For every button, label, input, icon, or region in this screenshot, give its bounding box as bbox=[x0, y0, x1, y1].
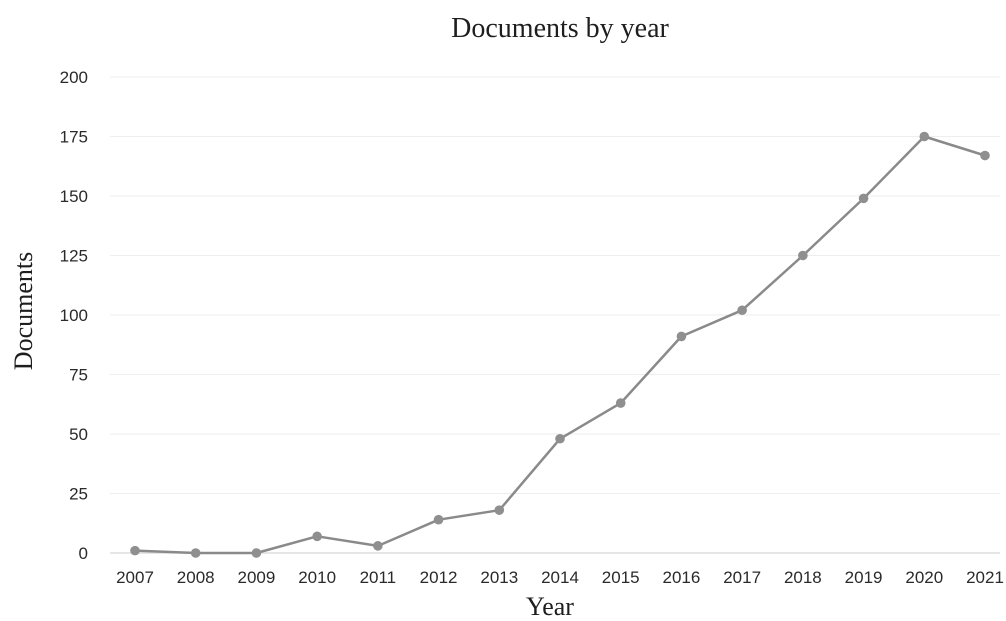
x-axis-title: Year bbox=[526, 592, 574, 621]
y-tick-label-25: 25 bbox=[69, 485, 88, 504]
data-point-2015[interactable] bbox=[615, 398, 626, 408]
y-tick-label-200: 200 bbox=[60, 68, 88, 87]
data-point-2008[interactable] bbox=[190, 548, 201, 558]
x-tick-label-2017: 2017 bbox=[723, 568, 761, 587]
y-tick-label-175: 175 bbox=[60, 128, 88, 147]
data-point-2007[interactable] bbox=[130, 545, 140, 556]
data-point-2014[interactable] bbox=[555, 433, 565, 444]
x-tick-label-2021: 2021 bbox=[966, 568, 1004, 587]
x-tick-label-2016: 2016 bbox=[663, 568, 701, 587]
y-tick-label-0: 0 bbox=[79, 544, 88, 563]
y-tick-label-150: 150 bbox=[60, 187, 88, 206]
y-axis-ticks: 0 25 50 75 100 125 150 175 200 bbox=[60, 68, 88, 563]
data-point-2012[interactable] bbox=[433, 514, 444, 525]
x-tick-label-2019: 2019 bbox=[845, 568, 883, 587]
x-tick-label-2015: 2015 bbox=[602, 568, 640, 587]
y-tick-label-100: 100 bbox=[60, 306, 88, 325]
y-axis-title: Documents bbox=[9, 252, 38, 370]
x-tick-label-2020: 2020 bbox=[905, 568, 943, 587]
y-tick-label-125: 125 bbox=[60, 247, 88, 266]
x-tick-label-2011: 2011 bbox=[360, 568, 397, 587]
data-point-2010[interactable] bbox=[312, 531, 322, 542]
x-tick-label-2007: 2007 bbox=[116, 568, 154, 587]
x-tick-label-2018: 2018 bbox=[784, 568, 822, 587]
data-point-2011[interactable] bbox=[373, 541, 383, 551]
x-axis-ticks: 2007 2008 2009 2010 2011 2012 2013 2014 2015 2016… bbox=[116, 568, 1004, 587]
x-tick-label-2010: 2010 bbox=[298, 568, 336, 587]
data-point-2021[interactable] bbox=[980, 150, 990, 161]
series-line-0 bbox=[133, 135, 987, 555]
x-tick-label-2008: 2008 bbox=[177, 568, 215, 587]
data-point-2020[interactable] bbox=[919, 131, 930, 142]
x-tick-label-2014: 2014 bbox=[541, 568, 579, 587]
y-tick-label-50: 50 bbox=[69, 425, 88, 444]
x-tick-label-2009: 2009 bbox=[238, 568, 276, 587]
y-tick-label-75: 75 bbox=[69, 366, 88, 385]
data-point-2009[interactable] bbox=[251, 548, 262, 558]
series-layer bbox=[130, 131, 990, 558]
chart-title: Documents by year bbox=[451, 13, 669, 44]
data-point-2019[interactable] bbox=[858, 193, 869, 204]
data-point-2018[interactable] bbox=[798, 250, 808, 261]
data-point-2016[interactable] bbox=[676, 331, 687, 342]
data-point-2013[interactable] bbox=[494, 505, 505, 515]
data-point-2017[interactable] bbox=[737, 305, 747, 316]
x-tick-label-2012: 2012 bbox=[420, 568, 458, 587]
gridlines bbox=[110, 76, 1000, 554]
x-tick-label-2013: 2013 bbox=[480, 568, 518, 587]
